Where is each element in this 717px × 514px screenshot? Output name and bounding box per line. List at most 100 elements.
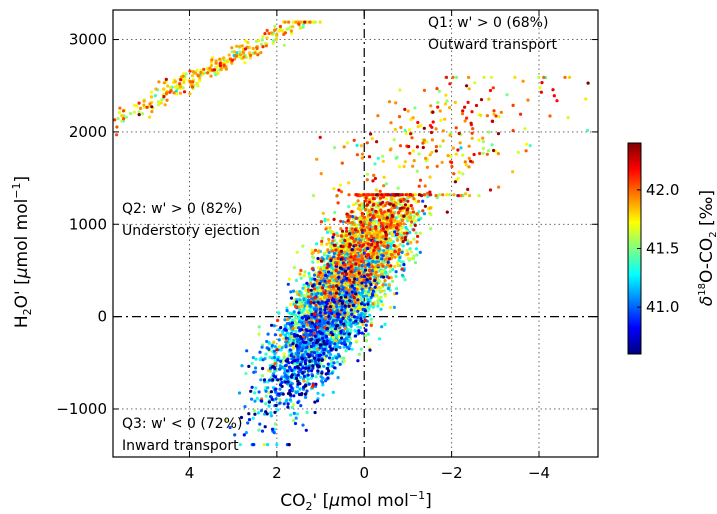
scatter-point	[337, 326, 341, 330]
scatter-point	[441, 193, 445, 197]
scatter-point	[285, 331, 289, 335]
scatter-point	[392, 138, 396, 142]
scatter-point	[416, 125, 420, 129]
scatter-point	[297, 316, 301, 320]
scatter-point	[305, 389, 309, 393]
scatter-point	[438, 144, 442, 148]
scatter-point	[286, 375, 290, 379]
scatter-point	[359, 314, 363, 318]
scatter-point	[284, 399, 288, 403]
scatter-point	[342, 231, 346, 235]
scatter-point	[295, 250, 299, 254]
scatter-point	[210, 58, 214, 62]
scatter-point	[403, 160, 407, 164]
scatter-point	[178, 91, 182, 95]
scatter-point	[499, 110, 503, 114]
scatter-point	[311, 260, 315, 264]
scatter-point	[308, 304, 312, 308]
scatter-point	[324, 354, 329, 358]
scatter-point	[321, 383, 325, 387]
scatter-point	[376, 299, 380, 303]
scatter-point	[178, 84, 182, 89]
scatter-point	[281, 29, 285, 33]
scatter-point	[216, 72, 220, 76]
scatter-point	[473, 81, 477, 85]
scatter-point	[377, 296, 381, 300]
scatter-point	[238, 53, 243, 57]
scatter-point	[304, 350, 308, 354]
scatter-point	[389, 305, 393, 310]
scatter-point	[419, 124, 423, 128]
scatter-point	[120, 114, 124, 118]
scatter-point	[275, 33, 279, 37]
scatter-point	[368, 304, 372, 308]
scatter-point	[244, 371, 248, 376]
scatter-point	[523, 127, 527, 131]
scatter-point	[289, 302, 293, 307]
scatter-point	[362, 251, 366, 255]
scatter-point	[294, 326, 298, 330]
scatter-point	[296, 339, 300, 343]
scatter-point	[406, 203, 410, 207]
scatter-point	[365, 172, 370, 176]
scatter-point	[251, 416, 255, 420]
scatter-point	[280, 380, 284, 385]
scatter-point	[346, 249, 350, 253]
scatter-point	[390, 197, 394, 201]
scatter-point	[387, 283, 391, 287]
scatter-point	[287, 277, 291, 281]
scatter-point	[285, 309, 289, 313]
scatter-point	[214, 61, 218, 65]
scatter-point	[297, 320, 302, 324]
scatter-point	[380, 257, 384, 261]
scatter-point	[344, 246, 348, 251]
scatter-point	[290, 405, 294, 410]
scatter-point	[382, 289, 386, 293]
scatter-point	[173, 80, 178, 84]
scatter-point	[282, 337, 286, 341]
scatter-point	[385, 248, 389, 252]
scatter-point	[222, 56, 226, 60]
scatter-point	[294, 329, 298, 334]
scatter-point	[309, 279, 313, 283]
scatter-point	[319, 375, 323, 379]
scatter-point	[303, 270, 307, 274]
scatter-points	[113, 20, 590, 447]
scatter-point	[288, 398, 292, 402]
scatter-point	[411, 164, 415, 168]
scatter-point	[338, 362, 342, 366]
scatter-point	[411, 149, 415, 153]
scatter-point	[118, 106, 122, 110]
scatter-point	[584, 97, 588, 101]
scatter-point	[335, 360, 340, 364]
scatter-point	[363, 315, 367, 319]
scatter-point	[353, 233, 357, 237]
scatter-point	[379, 307, 383, 311]
scatter-point	[227, 53, 231, 57]
scatter-point	[309, 323, 313, 327]
scatter-point	[366, 225, 370, 229]
scatter-point	[315, 157, 319, 161]
scatter-point	[510, 170, 515, 174]
scatter-point	[398, 88, 402, 92]
scatter-point	[364, 323, 368, 327]
scatter-point	[334, 289, 339, 293]
scatter-point	[124, 115, 129, 119]
scatter-point	[451, 75, 455, 79]
scatter-point	[218, 57, 222, 61]
scatter-point	[258, 422, 262, 426]
scatter-point	[309, 376, 313, 380]
scatter-point	[421, 199, 425, 203]
scatter-point	[165, 91, 169, 95]
scatter-point	[292, 355, 296, 359]
scatter-point	[273, 28, 277, 32]
scatter-point	[366, 332, 370, 336]
scatter-point	[278, 397, 282, 402]
scatter-point	[333, 146, 337, 150]
scatter-point	[340, 341, 344, 345]
scatter-point	[356, 309, 360, 313]
scatter-point	[286, 317, 290, 322]
scatter-point	[340, 304, 344, 309]
scatter-point	[392, 305, 396, 309]
scatter-point	[537, 75, 541, 79]
